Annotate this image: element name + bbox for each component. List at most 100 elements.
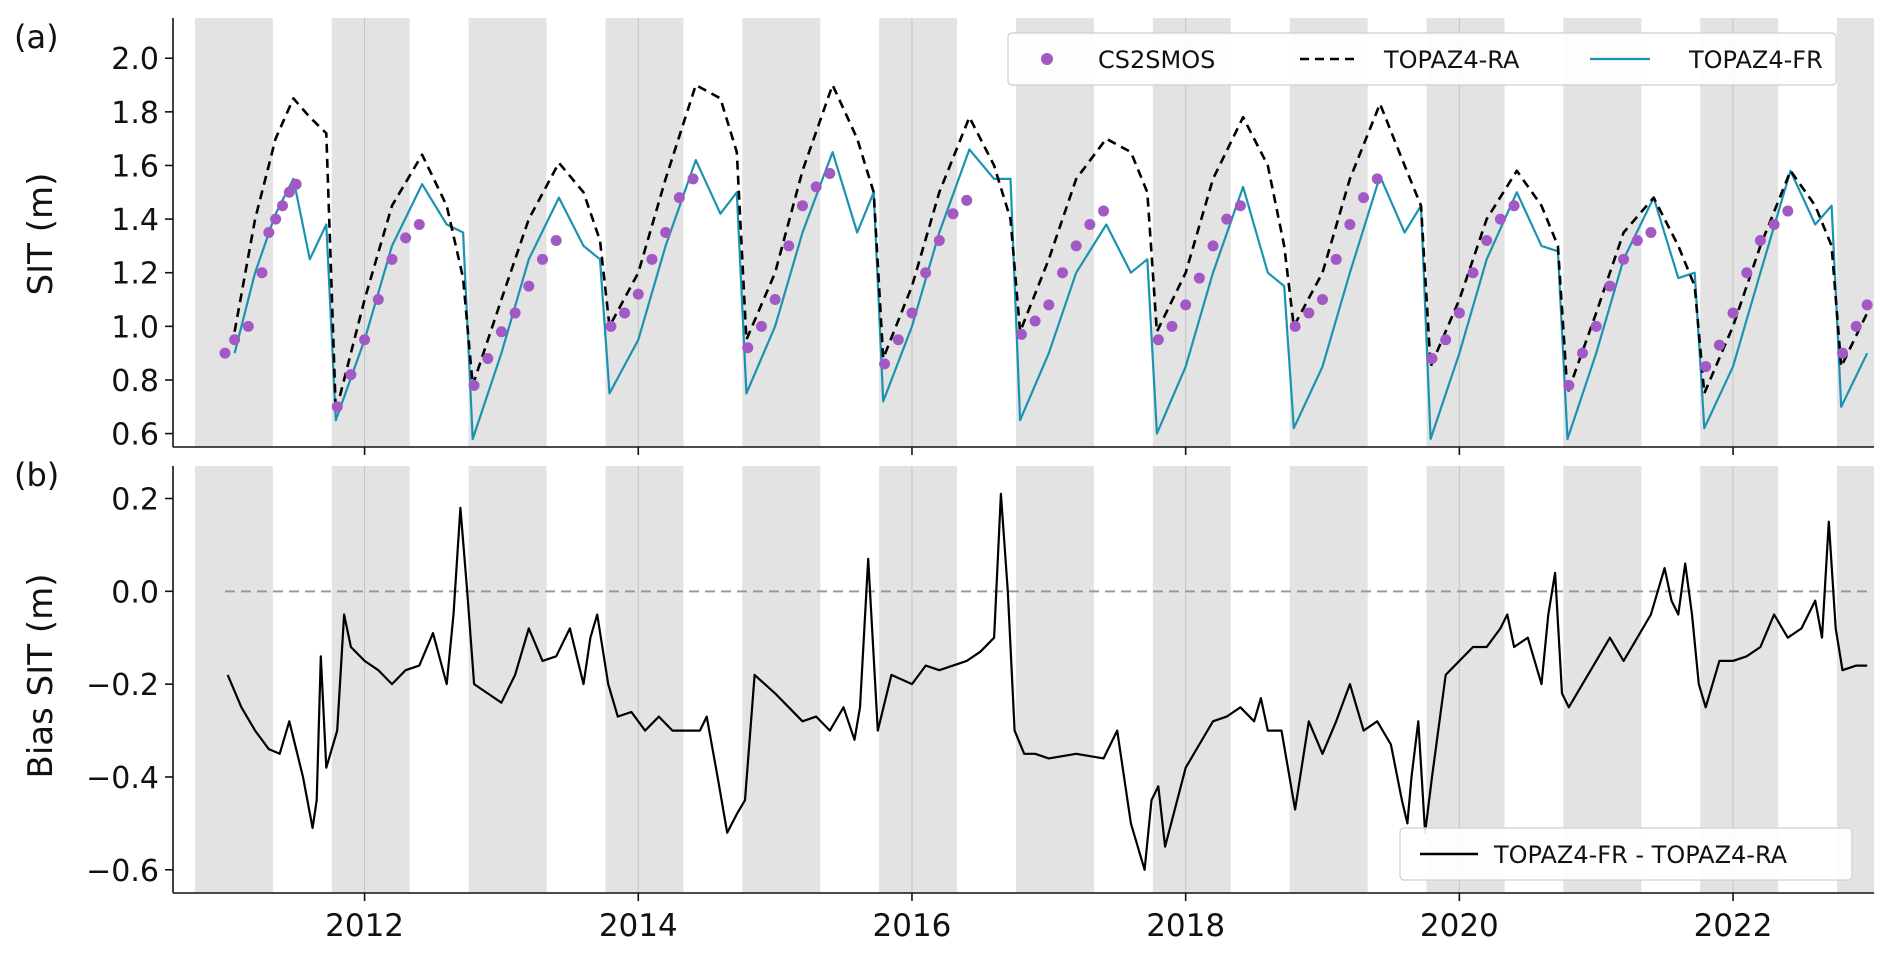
cs2smos-point — [290, 178, 302, 190]
cs2smos-point — [219, 347, 231, 359]
series-topaz4-fr-line — [233, 148, 1869, 441]
xtick-label: 2014 — [599, 908, 678, 944]
panel-a-winter-band — [1289, 18, 1368, 447]
cs2smos-point — [242, 320, 254, 332]
panel-b-legend: TOPAZ4-FR - TOPAZ4-RA — [1399, 827, 1853, 881]
cs2smos-point — [1741, 267, 1753, 279]
cs2smos-point — [468, 379, 480, 391]
panel-b-winter-band — [1015, 466, 1094, 893]
panel-b-winter-band — [1289, 466, 1368, 893]
panel-a-winter-band — [742, 18, 821, 447]
cs2smos-point — [783, 240, 795, 252]
cs2smos-point — [1590, 320, 1602, 332]
cs2smos-point — [523, 280, 535, 292]
panel-a-winter-band — [1152, 18, 1231, 447]
cs2smos-point — [1180, 299, 1192, 311]
panel-a-ytick-label: 1.0 — [111, 310, 159, 345]
panel-b-ytick-label: −0.6 — [86, 854, 159, 889]
panel-a: (a) SIT (m) 0.6 0.8 1.0 1.2 1.4 1.6 1.8 2.0 CS2… — [14, 18, 1874, 455]
panel-b-ytick-label: 0.0 — [111, 575, 159, 610]
cs2smos-point — [1358, 192, 1370, 204]
panel-a-ytick-label: 0.8 — [111, 364, 159, 399]
cs2smos-point — [742, 342, 754, 354]
panel-a-ytick-label: 1.6 — [111, 149, 159, 184]
panel-a-ytick-label: 1.8 — [111, 96, 159, 131]
cs2smos-point — [482, 353, 494, 365]
cs2smos-point — [1084, 218, 1096, 230]
cs2smos-point — [1193, 272, 1205, 284]
panel-a-letter: (a) — [14, 18, 59, 56]
panel-b-letter: (b) — [14, 456, 59, 494]
legend-cs2smos-label: CS2SMOS — [1098, 46, 1215, 74]
panel-b-series — [226, 492, 1868, 871]
legend-b-frame — [1399, 827, 1853, 881]
panel-b-winter-bands — [194, 466, 1874, 893]
xtick-label: 2016 — [873, 908, 952, 944]
panel-b-winter-band — [1563, 466, 1642, 893]
cs2smos-point — [283, 186, 295, 198]
cs2smos-point — [400, 232, 412, 244]
xtick-label: 2022 — [1694, 908, 1773, 944]
panel-a-winter-band — [1015, 18, 1094, 447]
panel-a-legend: CS2SMOS TOPAZ4-RA TOPAZ4-FR — [1007, 32, 1837, 86]
cs2smos-point — [509, 307, 521, 319]
cs2smos-point — [1371, 173, 1383, 185]
cs2smos-point — [687, 173, 699, 185]
cs2smos-point — [1234, 200, 1246, 212]
cs2smos-point — [879, 358, 891, 370]
cs2smos-point — [605, 320, 617, 332]
cs2smos-point — [824, 168, 836, 180]
panel-a-winter-band — [1426, 18, 1505, 447]
panel-b-winter-band — [194, 466, 273, 893]
panel-a-winter-band — [1837, 18, 1874, 447]
cs2smos-point — [1344, 218, 1356, 230]
cs2smos-point — [1861, 299, 1873, 311]
cs2smos-point — [550, 235, 562, 247]
panel-b: (b) Bias SIT (m) 0.2 0.0 −0.2 −0.4 −0.6 2012… — [14, 456, 1874, 944]
cs2smos-point — [1070, 240, 1082, 252]
cs2smos-point — [1850, 320, 1862, 332]
cs2smos-point — [632, 288, 644, 300]
cs2smos-point — [372, 294, 384, 306]
cs2smos-point — [673, 192, 685, 204]
cs2smos-point — [1754, 235, 1766, 247]
cs2smos-point — [1494, 213, 1506, 225]
cs2smos-point — [270, 213, 282, 225]
panel-b-winter-band — [879, 466, 958, 893]
cs2smos-point — [1440, 334, 1452, 346]
cs2smos-point — [413, 218, 425, 230]
panel-a-ytick-label: 1.4 — [111, 203, 159, 238]
cs2smos-point — [1317, 294, 1329, 306]
cs2smos-point — [961, 194, 973, 206]
panel-b-winter-band — [468, 466, 547, 893]
panel-a-winter-band — [1563, 18, 1642, 447]
cs2smos-point — [933, 235, 945, 247]
cs2smos-point — [1207, 240, 1219, 252]
cs2smos-point — [345, 369, 357, 381]
cs2smos-point — [810, 181, 822, 193]
panel-a-winter-band — [468, 18, 547, 447]
panel-b-year-lines — [364, 466, 1734, 893]
legend-a-frame — [1007, 32, 1837, 86]
cs2smos-point — [947, 208, 959, 220]
cs2smos-point — [1221, 213, 1233, 225]
cs2smos-point — [619, 307, 631, 319]
legend-cs2smos-marker — [1041, 53, 1053, 65]
panel-a-ylabel: SIT (m) — [21, 173, 61, 296]
cs2smos-point — [1604, 280, 1616, 292]
cs2smos-point — [1645, 227, 1657, 238]
cs2smos-point — [920, 267, 932, 279]
cs2smos-point — [1782, 205, 1794, 217]
cs2smos-point — [906, 307, 918, 319]
series-bias-line — [226, 492, 1868, 871]
xtick-label: 2018 — [1146, 908, 1225, 944]
cs2smos-point — [1577, 347, 1589, 359]
panel-b-ylabel: Bias SIT (m) — [21, 574, 61, 779]
panel-a-ytick-label: 1.2 — [111, 257, 159, 292]
panel-b-winter-band — [1837, 466, 1874, 893]
cs2smos-point — [536, 253, 548, 265]
cs2smos-point — [1481, 235, 1493, 247]
cs2smos-point — [1029, 315, 1041, 327]
legend-bias-label: TOPAZ4-FR - TOPAZ4-RA — [1493, 841, 1788, 869]
